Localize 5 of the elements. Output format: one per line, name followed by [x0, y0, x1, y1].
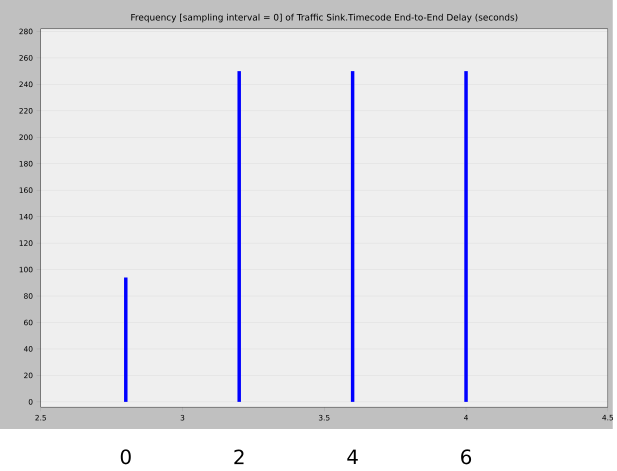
text: 4	[347, 450, 358, 464]
text: 6	[461, 449, 472, 464]
text: 0	[120, 449, 131, 464]
chart-title: Frequency [sampling interval = 0] of Traffic Sink.Timecode End-to-End Delay (seconds)	[131, 14, 518, 22]
text: 2	[234, 450, 244, 464]
